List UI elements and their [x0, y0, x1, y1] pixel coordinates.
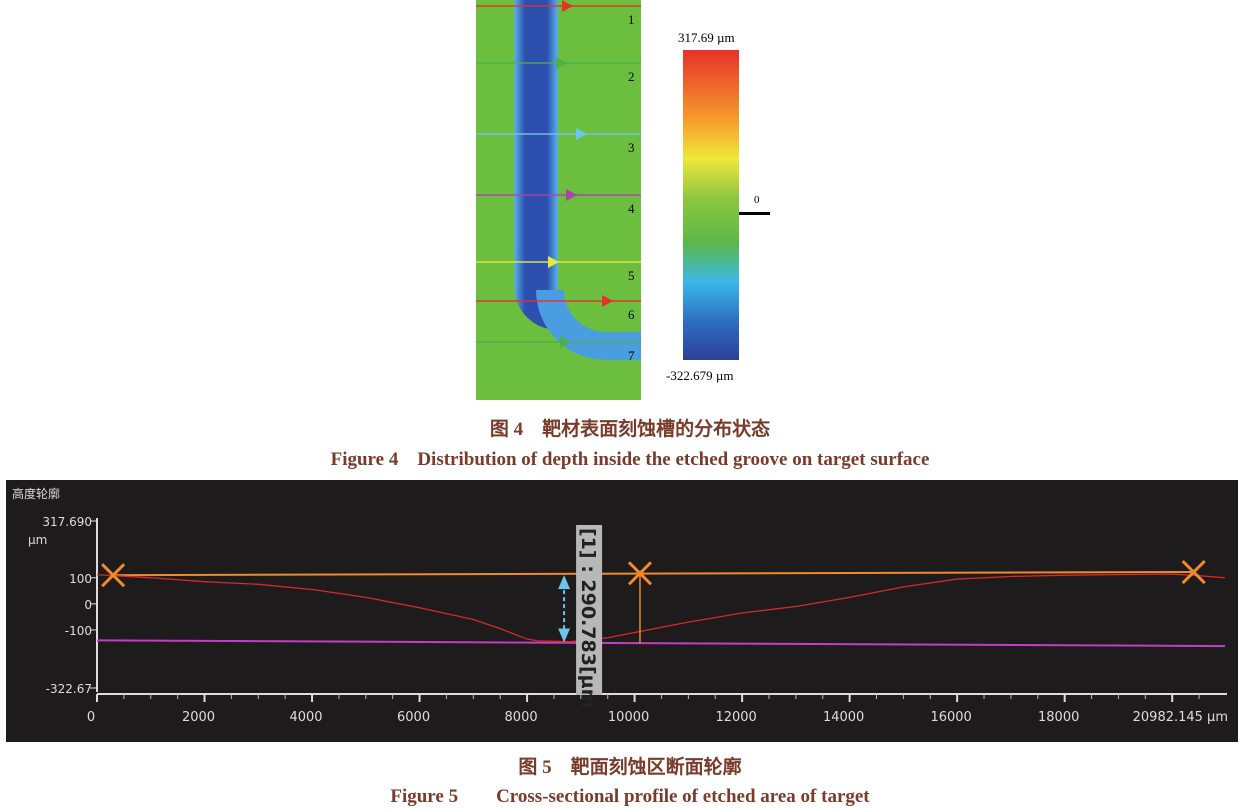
x-tick-label: 14000 — [823, 710, 864, 725]
colorbar-min: -322.679 µm — [666, 368, 734, 383]
fig5-caption-cn: 图 5 靶面刻蚀区断面轮廓 — [518, 757, 742, 778]
scan-line-4 — [476, 194, 641, 196]
chart-title: 高度轮廓 — [12, 486, 60, 501]
scan-line-label: 4 — [628, 201, 635, 216]
colorbar — [683, 50, 739, 360]
x-tick-label: 12000 — [715, 710, 756, 725]
scan-line-label: 5 — [628, 268, 635, 283]
y-tick-label: -100 — [65, 624, 92, 638]
x-tick-label: 2000 — [182, 710, 215, 725]
scan-line-3 — [476, 133, 641, 135]
colorbar-max: 317.69 µm — [678, 30, 735, 45]
y-tick-label: -322.67 — [46, 682, 92, 696]
scan-arrow-icon — [560, 336, 571, 348]
x-tick-label: 20982.145 µm — [1133, 710, 1228, 725]
y-unit: µm — [28, 533, 47, 547]
reference-line — [113, 571, 1194, 577]
scan-line-label: 3 — [628, 140, 635, 155]
cross-marker-icon — [627, 561, 653, 586]
x-tick-label: 10000 — [608, 710, 649, 725]
measurement-label: [1] : 290.783[µm — [577, 528, 599, 708]
scan-line-1 — [476, 5, 641, 7]
zero-tick — [739, 212, 770, 215]
fig4-caption-cn: 图 4 靶材表面刻蚀槽的分布状态 — [489, 419, 771, 440]
scan-arrow-icon — [576, 128, 587, 140]
scan-line-7 — [476, 341, 641, 343]
scan-line-6 — [476, 300, 641, 302]
scan-arrow-icon — [548, 256, 559, 268]
arrow-down-icon — [558, 628, 571, 643]
scan-arrow-icon — [562, 0, 573, 12]
profile-line — [96, 573, 1226, 643]
scan-arrow-icon — [556, 57, 567, 69]
depth-map: 1 2 3 4 5 6 7 — [476, 0, 641, 400]
cross-marker-icon — [1181, 559, 1206, 585]
scan-line-label: 7 — [628, 348, 635, 363]
cross-marker-icon — [101, 563, 126, 588]
scan-line-label: 6 — [628, 307, 635, 322]
scan-line-label: 2 — [628, 69, 635, 84]
fig4-caption-en: Figure 4 Distribution of depth inside th… — [330, 449, 930, 470]
y-tick-label: 317.690 — [42, 515, 92, 529]
scan-line-label: 1 — [628, 12, 635, 27]
y-tick-label: 0 — [84, 598, 92, 612]
x-tick-label: 8000 — [505, 710, 538, 725]
x-tick-label: 18000 — [1038, 710, 1079, 725]
x-tick-label: 4000 — [289, 710, 322, 725]
scan-arrow-icon — [566, 189, 577, 201]
groove — [514, 0, 558, 330]
x-tick-label: 6000 — [397, 710, 430, 725]
profile-chart: 高度轮廓 µm 317.690 100 0 -100 -322.67 0 2000 4000 600… — [6, 480, 1238, 742]
reference-line — [96, 639, 1225, 648]
fig5-caption-en: Figure 5 Cross-sectional profile of etch… — [390, 786, 870, 807]
y-tick-label: 100 — [69, 572, 92, 586]
x-tick-label: 16000 — [930, 710, 971, 725]
x-tick-label: 0 — [87, 710, 95, 725]
colorbar-zero: 0 — [754, 194, 760, 206]
measurement-label-box — [576, 525, 603, 695]
scan-arrow-icon — [602, 295, 613, 307]
arrow-up-icon — [558, 575, 571, 590]
